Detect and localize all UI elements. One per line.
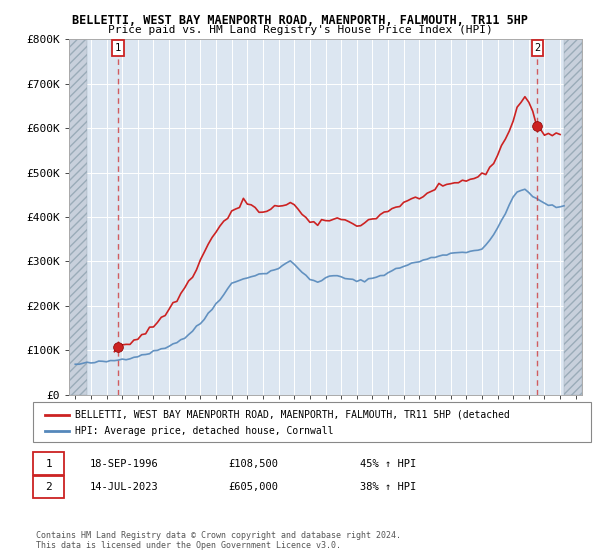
Text: Contains HM Land Registry data © Crown copyright and database right 2024.
This d: Contains HM Land Registry data © Crown c… [36, 530, 401, 550]
Text: 2: 2 [534, 43, 541, 53]
Text: 14-JUL-2023: 14-JUL-2023 [90, 482, 159, 492]
Text: 1: 1 [45, 459, 52, 469]
Text: HPI: Average price, detached house, Cornwall: HPI: Average price, detached house, Corn… [75, 426, 334, 436]
Text: 38% ↑ HPI: 38% ↑ HPI [360, 482, 416, 492]
Bar [564, 39, 582, 395]
Text: £605,000: £605,000 [228, 482, 278, 492]
Text: 45% ↑ HPI: 45% ↑ HPI [360, 459, 416, 469]
Text: 18-SEP-1996: 18-SEP-1996 [90, 459, 159, 469]
Text: BELLETTI, WEST BAY MAENPORTH ROAD, MAENPORTH, FALMOUTH, TR11 5HP (detached: BELLETTI, WEST BAY MAENPORTH ROAD, MAENP… [75, 409, 510, 419]
Text: BELLETTI, WEST BAY MAENPORTH ROAD, MAENPORTH, FALMOUTH, TR11 5HP: BELLETTI, WEST BAY MAENPORTH ROAD, MAENP… [72, 14, 528, 27]
Text: 1: 1 [115, 43, 121, 53]
Text: Price paid vs. HM Land Registry's House Price Index (HPI): Price paid vs. HM Land Registry's House … [107, 25, 493, 35]
Bar [69, 39, 87, 395]
Text: 2: 2 [45, 482, 52, 492]
Text: £108,500: £108,500 [228, 459, 278, 469]
